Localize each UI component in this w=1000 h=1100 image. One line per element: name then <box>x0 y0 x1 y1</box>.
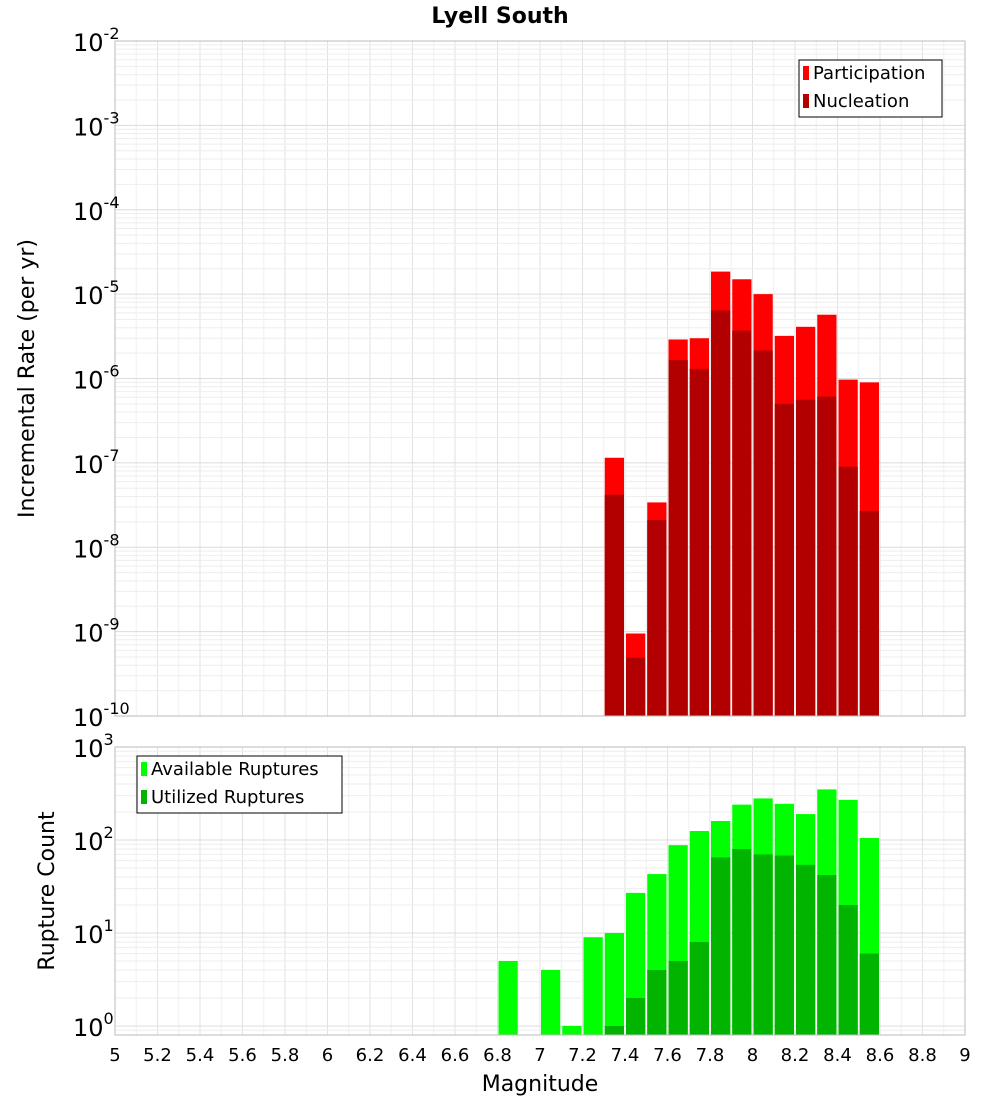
x-tick-label: 6.6 <box>441 1045 470 1066</box>
y-tick-label: 10-10 <box>73 699 130 732</box>
bar-nucleation <box>817 396 837 716</box>
y-tick-label: 101 <box>73 916 114 949</box>
bar-utilized-ruptures <box>626 997 646 1035</box>
y-tick-label: 10-4 <box>73 193 120 226</box>
rate-grid <box>114 40 966 717</box>
bar-utilized-ruptures <box>689 942 709 1035</box>
bar-available-ruptures <box>604 932 624 1035</box>
rate-plot-frame <box>114 40 966 717</box>
bar-nucleation <box>604 494 624 716</box>
bar-utilized-ruptures <box>817 875 837 1035</box>
bar-utilized-ruptures <box>668 960 688 1035</box>
x-tick-label: 5.6 <box>228 1045 257 1066</box>
x-tick-label: 5 <box>109 1045 120 1066</box>
count-bars <box>498 789 879 1035</box>
x-tick-label: 8.2 <box>781 1045 810 1066</box>
bar-nucleation <box>753 350 773 716</box>
legend-label: Participation <box>813 63 925 84</box>
bar-utilized-ruptures <box>859 953 879 1035</box>
x-tick-label: 7 <box>534 1045 545 1066</box>
bar-utilized-ruptures <box>838 904 858 1035</box>
x-tick-label: 7.4 <box>611 1045 640 1066</box>
rate-legend: Participation Nucleation <box>798 59 943 118</box>
bar-nucleation <box>711 310 731 716</box>
x-tick-label: 5.8 <box>271 1045 300 1066</box>
y-tick-label: 10-3 <box>73 108 120 141</box>
count-legend: Available Ruptures Utilized Ruptures <box>136 755 343 814</box>
x-tick-label: 6 <box>322 1045 333 1066</box>
bar-nucleation <box>838 466 858 716</box>
y-tick-label: 10-7 <box>73 446 120 479</box>
x-tick-label: 5.2 <box>143 1045 172 1066</box>
bar-utilized-ruptures <box>796 864 816 1035</box>
x-tick-label: 8 <box>747 1045 758 1066</box>
y-tick-label: 10-6 <box>73 362 120 395</box>
x-tick-label: 7.6 <box>653 1045 682 1066</box>
x-tick-label: 7.8 <box>696 1045 725 1066</box>
legend-swatch <box>803 94 809 108</box>
bar-available-ruptures <box>498 960 518 1035</box>
x-tick-label: 8.4 <box>823 1045 852 1066</box>
rate-y-axis-label: Incremental Rate (per yr) <box>15 239 40 518</box>
bar-utilized-ruptures <box>711 857 731 1035</box>
bar-available-ruptures <box>562 1025 582 1035</box>
y-tick-label: 10-5 <box>73 277 120 310</box>
y-tick-label: 10-9 <box>73 615 120 648</box>
x-tick-label: 9 <box>959 1045 970 1066</box>
legend-swatch <box>141 762 147 776</box>
x-tick-label: 7.2 <box>568 1045 597 1066</box>
bar-utilized-ruptures <box>604 1025 624 1035</box>
bar-utilized-ruptures <box>774 855 794 1035</box>
count-y-axis-label: Rupture Count <box>35 811 60 971</box>
bar-available-ruptures <box>583 937 603 1035</box>
y-tick-label: 100 <box>73 1009 114 1042</box>
legend-swatch <box>141 790 147 804</box>
bar-utilized-ruptures <box>732 849 752 1035</box>
rate-y-ticks: 10-2 10-3 10-4 10-5 10-6 10-7 10-8 10-9 10-10 <box>73 24 130 732</box>
legend-box <box>136 755 343 814</box>
legend-swatch <box>803 66 809 80</box>
bar-nucleation <box>774 403 794 716</box>
x-tick-label: 5.4 <box>186 1045 215 1066</box>
bar-nucleation <box>626 657 646 716</box>
x-tick-label: 6.8 <box>483 1045 512 1066</box>
bar-nucleation <box>859 510 879 716</box>
count-plot-frame <box>114 746 966 1036</box>
y-tick-label: 102 <box>73 823 114 856</box>
x-axis-label: Magnitude <box>482 1072 599 1097</box>
x-tick-label: 6.4 <box>398 1045 427 1066</box>
legend-box <box>798 59 943 118</box>
bar-nucleation <box>796 399 816 716</box>
legend-label: Available Ruptures <box>151 759 319 780</box>
rate-bars <box>604 271 879 716</box>
legend-label: Nucleation <box>813 91 909 112</box>
x-tick-labels: 5 5.2 5.4 5.6 5.8 6 6.2 6.4 6.6 6.8 7 7.2 7.4 7.6 7.8 8… <box>109 1045 970 1066</box>
bar-nucleation <box>668 360 688 716</box>
chart-title: Lyell South <box>431 4 568 29</box>
y-tick-label: 10-8 <box>73 530 120 563</box>
x-tick-label: 6.2 <box>356 1045 385 1066</box>
count-y-ticks: 103 102 101 100 <box>73 730 114 1042</box>
legend-label: Utilized Ruptures <box>151 787 304 808</box>
bar-utilized-ruptures <box>753 854 773 1035</box>
count-panel: 103 102 101 100 Rupture Count Available Rup… <box>35 730 971 1097</box>
bar-nucleation <box>647 520 667 716</box>
rate-panel: 10-2 10-3 10-4 10-5 10-6 10-7 10-8 10-9 10-10 In… <box>15 24 966 732</box>
x-tick-label: 8.6 <box>866 1045 895 1066</box>
y-tick-label: 10-2 <box>73 24 120 57</box>
y-tick-label: 103 <box>73 730 114 763</box>
bar-utilized-ruptures <box>647 969 667 1035</box>
bar-nucleation <box>732 330 752 716</box>
x-tick-label: 8.8 <box>908 1045 937 1066</box>
bar-available-ruptures <box>541 969 561 1035</box>
bar-nucleation <box>689 368 709 716</box>
